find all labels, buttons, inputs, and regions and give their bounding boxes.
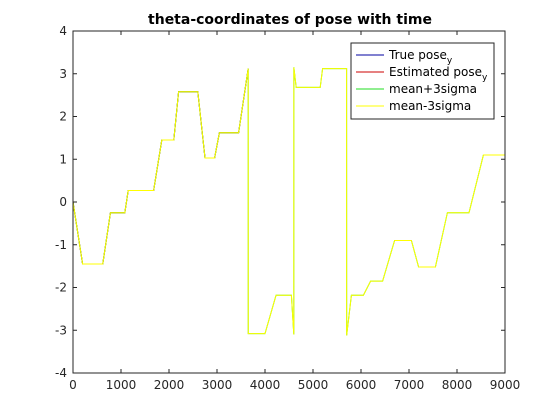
x-tick-label: 6000 <box>346 378 377 392</box>
tick-layer: 0 1000 2000 3000 4000 5000 6000 7000 8000 9000 -4 -… <box>55 24 520 392</box>
y-tick-label: 3 <box>59 67 67 81</box>
x-tick-label: 4000 <box>250 378 281 392</box>
y-tick-label: -2 <box>55 281 67 295</box>
legend-label: mean-3sigma <box>389 99 471 113</box>
y-tick-label: -4 <box>55 366 67 380</box>
y-tick-label: 0 <box>59 195 67 209</box>
legend-label-subscript: y <box>447 56 453 66</box>
x-tick-label: 0 <box>69 378 77 392</box>
legend-label: Estimated posey <box>389 65 488 83</box>
y-tick-label: -3 <box>55 323 67 337</box>
y-tick-label: -1 <box>55 238 67 252</box>
x-tick-label: 7000 <box>394 378 425 392</box>
legend-label-text: True pose <box>388 48 447 62</box>
x-tick-label: 2000 <box>154 378 185 392</box>
x-tick-label: 3000 <box>202 378 233 392</box>
legend-label-subscript: y <box>482 73 488 83</box>
chart-title: theta-coordinates of pose with time <box>148 12 432 28</box>
legend-label: mean+3sigma <box>389 82 477 96</box>
legend-label-text: mean+3sigma <box>389 82 477 96</box>
x-tick-label: 1000 <box>106 378 137 392</box>
legend-label: True posey <box>388 48 453 66</box>
series-line-4 <box>72 67 505 336</box>
legend-label-text: mean-3sigma <box>389 99 471 113</box>
x-tick-label: 9000 <box>490 378 521 392</box>
y-tick-label: 4 <box>59 24 67 38</box>
x-tick-label: 5000 <box>298 378 329 392</box>
legend-label-text: Estimated pose <box>389 65 482 79</box>
y-tick-label: 2 <box>59 110 67 124</box>
series-layer <box>72 67 505 336</box>
x-tick-label: 8000 <box>442 378 473 392</box>
y-tick-label: 1 <box>59 152 67 166</box>
